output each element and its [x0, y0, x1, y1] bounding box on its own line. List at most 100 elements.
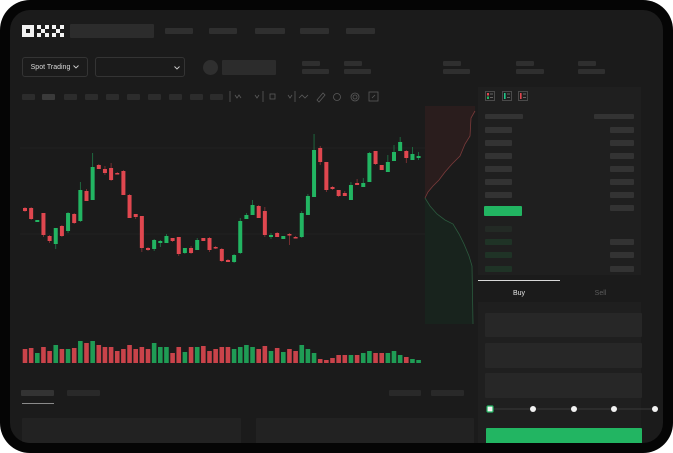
volume-bar — [78, 341, 83, 363]
orderbook-ask-amount — [610, 205, 634, 211]
volume-bar — [317, 359, 323, 363]
orderbook-bid-amount — [610, 266, 634, 272]
chart-interval-button[interactable] — [64, 94, 77, 100]
candle — [109, 168, 114, 180]
volume-bar — [207, 351, 212, 363]
tab-buy-label: Buy — [512, 290, 526, 297]
pair-dropdown[interactable] — [95, 57, 185, 77]
active-tab-underline — [22, 403, 54, 404]
volume-bar — [47, 351, 52, 363]
chart-interval-button[interactable] — [148, 94, 161, 100]
stat-value — [443, 69, 470, 74]
volume-bar — [293, 351, 298, 363]
orderbook-bid-price — [485, 239, 512, 245]
chart-interval-button[interactable] — [210, 94, 223, 100]
candle — [158, 241, 163, 243]
buy-button[interactable] — [486, 428, 642, 443]
chart-interval-button[interactable] — [85, 94, 98, 100]
stat-label — [578, 61, 596, 66]
tab-order-history[interactable] — [67, 390, 100, 396]
camera-icon — [333, 93, 341, 101]
orderbook-ask-amount — [610, 127, 634, 133]
chart-interval-button[interactable] — [42, 94, 55, 100]
orderbook-ask-amount — [610, 192, 634, 198]
slider-stop[interactable] — [652, 406, 658, 412]
candle — [232, 255, 237, 262]
bottom-action[interactable] — [389, 390, 421, 396]
chevron-down-icon — [73, 65, 80, 69]
volume-bar — [71, 348, 77, 363]
volume-bar — [299, 345, 305, 363]
candle — [207, 238, 212, 250]
slider-stop[interactable] — [571, 406, 577, 412]
candle — [324, 162, 329, 190]
volume-bar — [41, 347, 46, 363]
candle — [35, 220, 40, 222]
chart-interval-button[interactable] — [169, 94, 182, 100]
total-input[interactable] — [485, 373, 642, 398]
chevron-down-icon — [287, 94, 293, 99]
volume-bar — [330, 358, 335, 363]
volume-bar — [256, 349, 261, 363]
candle — [170, 238, 175, 241]
candle — [361, 183, 366, 187]
volume-bar — [373, 353, 378, 363]
amount-slider[interactable] — [486, 404, 658, 416]
nav-item[interactable] — [209, 28, 237, 34]
amount-input[interactable] — [485, 343, 642, 368]
orderbook-ask-amount — [610, 153, 634, 159]
candle — [348, 185, 353, 200]
orderbook-bids-icon[interactable] — [502, 91, 512, 101]
fullscreen-icon — [368, 91, 379, 102]
orderbook-ask-amount — [610, 166, 634, 172]
orderbook-asks-icon[interactable] — [518, 91, 528, 101]
search-bar[interactable] — [70, 24, 154, 38]
bottom-action[interactable] — [431, 390, 464, 396]
chart-interval-button[interactable] — [106, 94, 119, 100]
orderbook-bid-amount — [610, 252, 634, 258]
slider-stop[interactable] — [530, 406, 536, 412]
okx-logo[interactable] — [22, 25, 64, 37]
nav-item[interactable] — [165, 28, 193, 34]
nav-item[interactable] — [300, 28, 329, 34]
candlestick-chart[interactable] — [10, 10, 490, 380]
orderbook-bid-price — [485, 226, 512, 232]
volume-bar — [231, 349, 237, 363]
volume-bar — [250, 347, 255, 363]
candle — [152, 240, 157, 249]
volume-bar — [65, 349, 71, 363]
orderbook-header-amount — [594, 114, 634, 119]
tab-buy[interactable]: Buy — [478, 280, 560, 302]
volume-bar — [151, 343, 157, 363]
volume-bar — [281, 352, 286, 363]
candle — [336, 190, 341, 196]
price-input[interactable] — [485, 313, 642, 337]
volume-bar — [213, 349, 218, 363]
chart-interval-button[interactable] — [190, 94, 203, 100]
tab-open-orders[interactable] — [21, 390, 54, 396]
volume-bar — [225, 347, 231, 363]
volume-bar — [287, 349, 292, 363]
slider-stop[interactable] — [611, 406, 617, 412]
volume-bar — [28, 348, 34, 363]
orderbook-bid-price — [485, 266, 512, 272]
nav-item[interactable] — [346, 28, 375, 34]
candle — [299, 213, 304, 237]
volume-bar — [354, 355, 360, 363]
slider-stop[interactable] — [486, 405, 494, 413]
candle — [262, 211, 267, 235]
nav-item[interactable] — [255, 28, 285, 34]
candle — [182, 248, 187, 253]
tab-sell[interactable]: Sell — [560, 280, 641, 302]
chart-interval-button[interactable] — [127, 94, 140, 100]
volume-bar — [164, 347, 169, 363]
candle — [23, 208, 27, 211]
orderbook-bid-price — [485, 252, 512, 258]
candle — [392, 152, 396, 161]
orderbook-ask-amount — [610, 140, 634, 146]
orderbook-both-icon[interactable] — [485, 91, 495, 101]
chart-interval-button[interactable] — [22, 94, 35, 100]
volume-bar — [410, 359, 415, 363]
candle — [53, 228, 58, 244]
market-selector[interactable]: Spot Trading — [22, 57, 88, 77]
